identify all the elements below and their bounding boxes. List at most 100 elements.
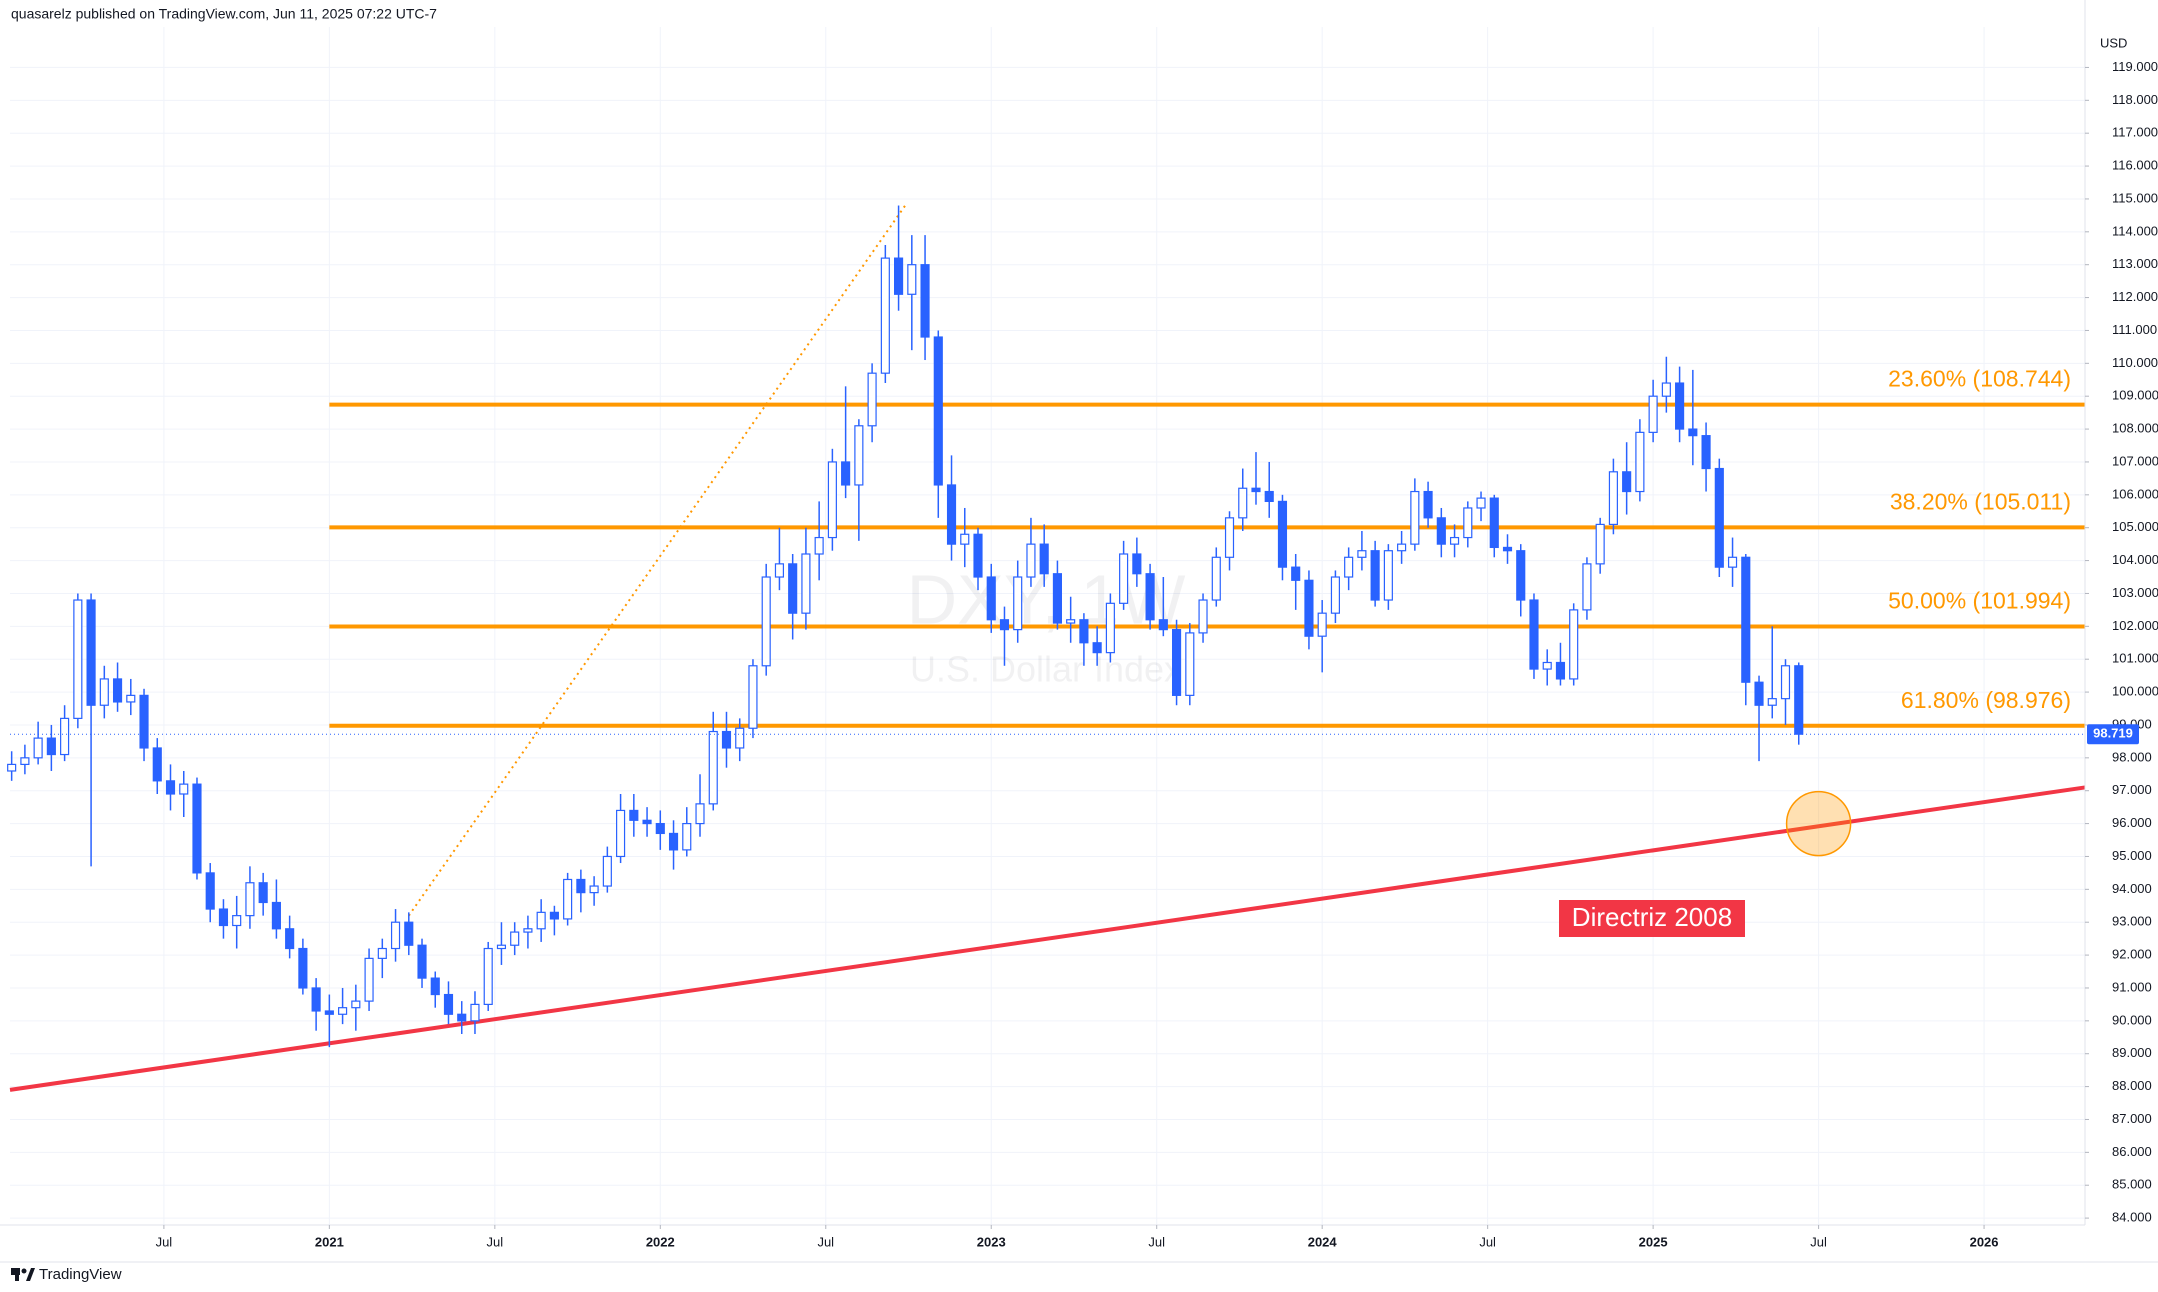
candle-body	[1330, 576, 1340, 614]
last-price-label: 98.719	[2093, 726, 2133, 741]
y-tick-label: 119.000	[2112, 59, 2158, 74]
candle-body	[1595, 523, 1605, 565]
trend-label: Directriz 2008	[1572, 902, 1732, 932]
y-tick-label: 110.000	[2112, 355, 2158, 370]
candle-body	[1476, 497, 1486, 509]
candle-body	[933, 336, 943, 486]
candle-body	[1741, 556, 1751, 683]
y-tick-label: 98.000	[2112, 749, 2152, 764]
candle-body	[668, 832, 679, 851]
header: quasarelz published on TradingView.com, …	[11, 6, 437, 22]
x-tick-label: Jul	[1479, 1234, 1496, 1249]
candle-body	[33, 737, 43, 759]
fib-label: 61.80% (98.976)	[1901, 687, 2071, 713]
candle-body	[1264, 490, 1274, 503]
y-tick-label: 96.000	[2112, 815, 2152, 830]
candle-body	[1344, 556, 1354, 578]
candle-body	[285, 928, 295, 950]
candle-body	[735, 727, 745, 749]
candle-body	[1238, 487, 1248, 519]
candle-body	[1436, 517, 1446, 545]
candle-body	[999, 619, 1010, 631]
candle-body	[1529, 599, 1539, 670]
x-tick-label: Jul	[156, 1234, 173, 1249]
candle-body	[1767, 698, 1777, 706]
candle-body	[1079, 619, 1089, 644]
candle-body	[1277, 500, 1288, 568]
fib-label: 38.20% (105.011)	[1890, 488, 2071, 514]
candle-body	[1251, 487, 1261, 493]
candle-body	[1714, 467, 1724, 568]
candle-body	[165, 780, 176, 795]
y-tick-label: 117.000	[2112, 125, 2158, 140]
candle-body	[642, 819, 652, 825]
candle-body	[563, 878, 573, 920]
candle-body	[748, 665, 758, 729]
candle-body	[1211, 556, 1221, 601]
candle-body	[907, 264, 917, 295]
logo-part	[15, 1268, 19, 1281]
candle-body	[7, 763, 17, 772]
candle-body	[1582, 563, 1592, 611]
candle-body	[536, 911, 546, 930]
candle-body	[973, 533, 983, 578]
y-tick-label: 90.000	[2112, 1012, 2152, 1027]
y-tick-label: 103.000	[2112, 585, 2158, 600]
y-tick-label: 101.000	[2112, 651, 2158, 666]
candle-body	[46, 737, 56, 756]
candle-body	[629, 809, 639, 821]
candle-body	[814, 536, 824, 555]
candle-body	[1569, 609, 1579, 680]
candle-body	[1516, 550, 1526, 601]
y-tick-label: 93.000	[2112, 914, 2152, 929]
y-tick-label: 107.000	[2112, 453, 2158, 468]
y-tick-label: 85.000	[2112, 1177, 2152, 1192]
candle-body	[271, 901, 281, 930]
candle-body	[1158, 619, 1168, 631]
candle-body	[1198, 599, 1208, 634]
y-tick-label: 94.000	[2112, 881, 2152, 896]
x-tick-label: Jul	[487, 1234, 504, 1249]
candle-body	[523, 928, 533, 933]
candle-body	[827, 461, 837, 539]
candle-body	[1410, 490, 1420, 545]
candle-body	[1304, 579, 1314, 637]
candle-body	[695, 803, 705, 825]
candle-body	[390, 921, 401, 950]
candle-body	[1449, 536, 1460, 545]
candle-body	[616, 809, 626, 858]
candle-body	[1794, 665, 1804, 735]
candle-body	[179, 783, 189, 795]
candle-body	[457, 1013, 467, 1022]
y-tick-label: 88.000	[2112, 1078, 2152, 1093]
y-tick-label: 97.000	[2112, 782, 2152, 797]
candle-body	[192, 783, 202, 874]
candle-body	[232, 915, 242, 927]
candle-body	[218, 908, 229, 927]
trend-line	[9, 785, 2086, 1092]
candle-body	[1171, 629, 1182, 696]
candle-body	[510, 931, 520, 946]
x-tick-label: 2021	[315, 1234, 344, 1249]
candle-body	[1463, 507, 1473, 539]
candle-body	[443, 993, 454, 1015]
x-tick-label: 2024	[1308, 1234, 1338, 1249]
y-tick-label: 95.000	[2112, 848, 2152, 863]
candle-body	[788, 563, 798, 614]
candle-body	[1622, 471, 1632, 493]
candle-body	[589, 885, 599, 894]
y-tick-label: 84.000	[2112, 1210, 2152, 1225]
candle-body	[1542, 661, 1552, 670]
x-tick-label: 2026	[1970, 1234, 1999, 1249]
candle-body	[404, 921, 414, 946]
y-tick-label: 86.000	[2112, 1144, 2152, 1159]
y-tick-label: 116.000	[2112, 158, 2158, 173]
y-tick-label: 113.000	[2112, 256, 2158, 271]
candle-body	[1727, 556, 1738, 568]
logo-part	[26, 1268, 35, 1281]
candle-body	[549, 911, 559, 920]
candle-body	[986, 576, 996, 621]
currency: USD	[2100, 35, 2127, 50]
candle-body	[1013, 576, 1023, 631]
candle-body	[1423, 490, 1433, 519]
